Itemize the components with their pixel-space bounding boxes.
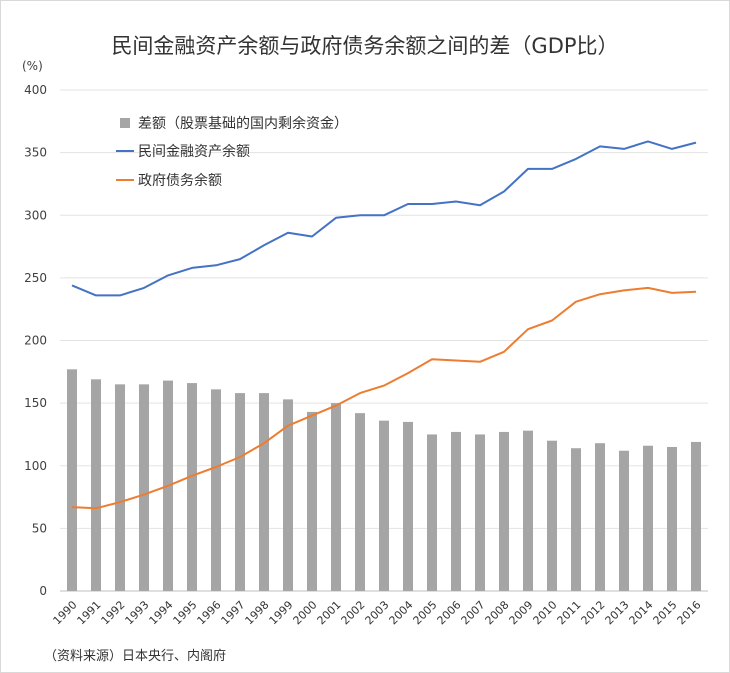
bar-2008: [499, 431, 509, 591]
x-tick-label: 2015: [651, 598, 680, 627]
legend-swatch-bar: [120, 118, 130, 128]
y-tick-label: 400: [24, 83, 47, 97]
bar-2013: [619, 450, 629, 591]
line-series-1: [71, 140, 697, 297]
bar-2012: [595, 443, 605, 591]
legend-label: 民间金融资产余额: [138, 143, 250, 160]
bar-2010: [547, 440, 557, 591]
bar-2006: [451, 431, 461, 591]
y-tick-label: 250: [24, 271, 47, 285]
bar-2007: [475, 434, 485, 591]
x-tick-label: 2000: [291, 598, 320, 627]
x-tick-label: 1994: [147, 598, 176, 627]
bar-2016: [691, 441, 701, 591]
bar-1999: [283, 399, 293, 591]
x-tick-label: 2014: [627, 598, 656, 627]
bar-1996: [211, 389, 221, 591]
x-tick-label: 2016: [675, 598, 704, 627]
bar-series: [67, 369, 701, 591]
bar-1998: [259, 393, 269, 591]
y-tick-label: 0: [39, 584, 47, 598]
legend-label: 政府债务余额: [138, 172, 222, 189]
x-tick-label: 1995: [171, 598, 200, 627]
x-tick-label: 1999: [267, 598, 296, 627]
x-tick-label: 2010: [531, 598, 560, 627]
x-tick-label: 2009: [507, 598, 536, 627]
chart-title: 民间金融资产余额与政府债务余额之间的差（GDP比）: [111, 34, 619, 58]
y-tick-label: 200: [24, 334, 47, 348]
x-tick-label: 2004: [387, 598, 416, 627]
x-tick-label: 2002: [339, 598, 368, 627]
x-tick-label: 1998: [243, 598, 272, 627]
bar-2011: [571, 448, 581, 591]
y-tick-label: 300: [24, 208, 47, 222]
x-tick-label: 1992: [99, 598, 128, 627]
y-tick-label: 100: [24, 459, 47, 473]
bar-1991: [91, 379, 101, 591]
y-tick-label: 50: [32, 521, 47, 535]
line-series: [71, 140, 697, 510]
bar-2009: [523, 430, 533, 591]
bar-2001: [331, 403, 341, 591]
x-tick-label: 1996: [195, 598, 224, 627]
x-tick-label: 2006: [435, 598, 464, 627]
bar-1997: [235, 393, 245, 591]
line-series-2: [71, 286, 697, 510]
x-tick-label: 2003: [363, 598, 392, 627]
x-tick-label: 1993: [123, 598, 152, 627]
x-tick-label: 1990: [51, 598, 80, 627]
bar-2005: [427, 434, 437, 591]
x-tick-label: 2001: [315, 598, 344, 627]
bar-2000: [307, 411, 317, 591]
bar-1990: [67, 369, 77, 591]
bar-2004: [403, 421, 413, 591]
x-tick-labels: 1990199119921993199419951996199719981999…: [51, 598, 704, 627]
bar-2003: [379, 420, 389, 591]
source-note: （资料来源）日本央行、内阁府: [44, 649, 227, 664]
x-tick-label: 2007: [459, 598, 488, 627]
x-tick-label: 2012: [579, 598, 608, 627]
bar-2014: [643, 445, 653, 591]
x-tick-label: 2011: [555, 598, 584, 627]
x-tick-label: 2008: [483, 598, 512, 627]
bar-1993: [139, 384, 149, 591]
bar-2002: [355, 413, 365, 591]
bar-1992: [115, 384, 125, 591]
bar-1995: [187, 383, 197, 591]
y-tick-label: 150: [24, 396, 47, 410]
legend-label: 差额（股票基础的国内剩余资金）: [138, 115, 348, 132]
y-axis-unit: (%): [22, 59, 43, 73]
x-tick-label: 2013: [603, 598, 632, 627]
bar-2015: [667, 446, 677, 591]
x-tick-label: 2005: [411, 598, 440, 627]
y-tick-labels: 0 50 100 150 200 250 300 350 400: [24, 83, 47, 598]
x-tick-label: 1991: [75, 598, 104, 627]
x-tick-label: 1997: [219, 598, 248, 627]
y-tick-label: 350: [24, 146, 47, 160]
